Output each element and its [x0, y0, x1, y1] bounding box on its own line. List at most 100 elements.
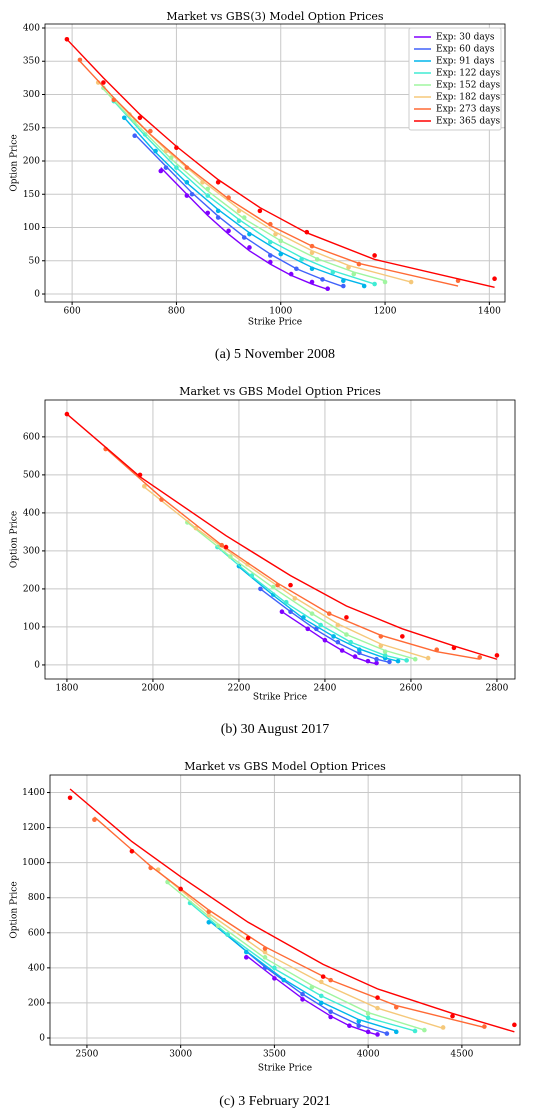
- market-point: [304, 229, 310, 235]
- market-point: [425, 655, 431, 661]
- y-tick-label: 100: [23, 223, 40, 233]
- market-point: [101, 80, 106, 85]
- market-point: [309, 611, 315, 616]
- market-point: [279, 609, 285, 615]
- market-point: [215, 923, 221, 929]
- model-line: [238, 566, 399, 662]
- y-tick-label: 150: [23, 190, 40, 200]
- y-axis-label: Option Price: [10, 134, 20, 191]
- model-line: [69, 788, 515, 1033]
- market-point: [168, 155, 174, 160]
- y-tick-label: 250: [23, 123, 40, 133]
- model-line: [102, 88, 386, 282]
- market-point: [365, 658, 371, 664]
- market-point: [365, 1029, 371, 1035]
- y-tick-label: 0: [34, 660, 40, 670]
- market-point: [268, 239, 273, 245]
- market-point: [341, 278, 346, 284]
- market-point: [320, 277, 325, 282]
- market-point: [318, 979, 324, 985]
- market-point: [331, 634, 336, 639]
- market-point: [288, 582, 293, 588]
- legend-label: Exp: 182 days: [436, 93, 501, 103]
- market-point: [318, 622, 323, 628]
- market-point: [225, 932, 230, 937]
- market-point: [158, 168, 164, 174]
- market-point: [382, 649, 388, 654]
- market-point: [382, 653, 388, 658]
- market-point: [178, 886, 183, 892]
- market-point: [375, 1032, 380, 1037]
- market-point: [305, 626, 311, 632]
- y-tick-label: 1400: [22, 788, 45, 798]
- x-tick-label: 600: [64, 307, 81, 317]
- legend-label: Exp: 365 days: [436, 117, 501, 127]
- market-point: [241, 215, 247, 220]
- y-tick-label: 200: [23, 157, 40, 167]
- caption: (a) 5 November 2008: [215, 347, 335, 362]
- market-point: [328, 977, 333, 983]
- plot-frame: [44, 23, 506, 303]
- legend-box: [408, 27, 502, 131]
- market-point: [137, 115, 143, 121]
- y-tick-label: 600: [28, 928, 45, 938]
- market-point: [206, 909, 212, 915]
- market-point: [268, 259, 273, 265]
- market-point: [64, 411, 70, 417]
- market-point: [330, 269, 336, 275]
- chart-title: Market vs GBS Model Option Prices: [179, 385, 381, 398]
- market-point: [185, 520, 190, 525]
- market-point: [215, 179, 221, 185]
- model-line: [97, 80, 412, 283]
- market-point: [300, 991, 305, 997]
- market-point: [356, 1019, 362, 1024]
- model-line: [208, 919, 397, 1032]
- market-point: [228, 554, 233, 559]
- market-point: [494, 653, 500, 658]
- market-point: [335, 622, 341, 628]
- market-point: [356, 1023, 362, 1029]
- y-tick-label: 800: [28, 893, 45, 903]
- market-point: [382, 279, 388, 285]
- plot-frame: [44, 399, 516, 680]
- market-point: [215, 208, 221, 214]
- market-point: [309, 984, 315, 990]
- model-line: [189, 902, 416, 1032]
- y-axis-label: Option Price: [10, 511, 20, 568]
- model-line: [113, 100, 375, 285]
- market-point: [451, 645, 457, 651]
- market-point: [142, 483, 147, 489]
- market-point: [268, 221, 273, 227]
- model-line: [93, 816, 485, 1029]
- y-tick-label: 300: [23, 546, 40, 556]
- y-tick-label: 1200: [22, 823, 45, 833]
- market-point: [351, 271, 357, 277]
- market-point: [400, 634, 405, 639]
- market-point: [356, 261, 362, 267]
- market-point: [247, 245, 252, 250]
- market-point: [278, 251, 284, 257]
- market-point: [153, 148, 158, 154]
- market-point: [262, 946, 268, 951]
- market-point: [174, 145, 179, 151]
- market-point: [184, 193, 190, 198]
- market-point: [77, 57, 83, 63]
- market-point: [347, 1023, 352, 1029]
- market-point: [281, 977, 287, 983]
- y-tick-label: 350: [23, 57, 40, 67]
- market-point: [137, 472, 143, 478]
- x-tick-label: 3000: [169, 1050, 192, 1060]
- x-tick-label: 1800: [55, 684, 78, 694]
- market-point: [309, 250, 315, 256]
- market-point: [283, 599, 289, 605]
- market-point: [328, 1009, 333, 1014]
- market-point: [357, 647, 362, 653]
- market-point: [92, 817, 97, 823]
- market-point: [404, 658, 409, 663]
- market-point: [393, 1005, 399, 1010]
- market-point: [344, 632, 349, 637]
- y-tick-label: 1000: [22, 858, 45, 868]
- market-point: [111, 97, 117, 103]
- market-point: [346, 265, 351, 270]
